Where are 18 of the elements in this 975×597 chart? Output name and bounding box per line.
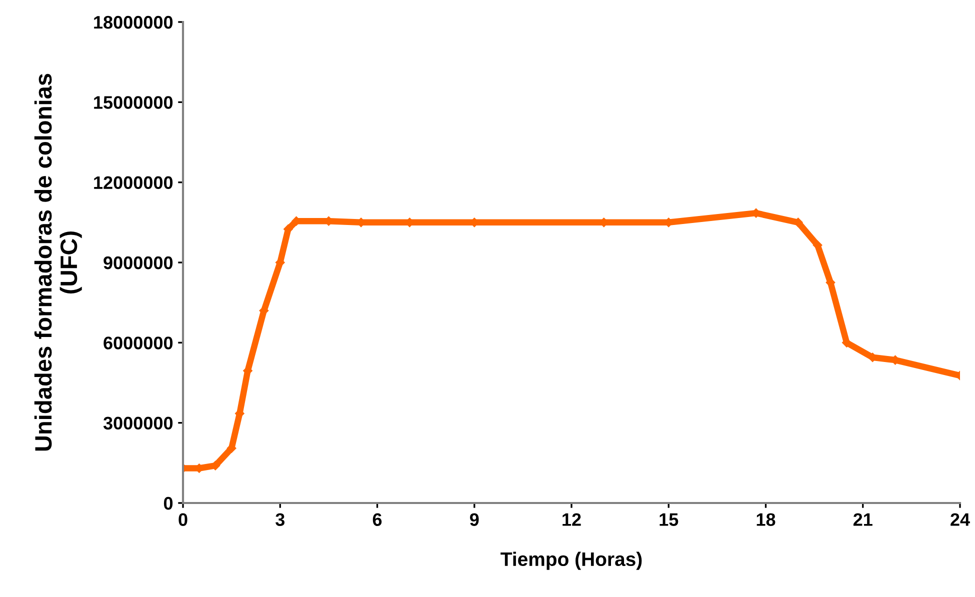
y-tick-label: 0 [164,496,173,510]
x-tick-label: 3 [276,513,284,526]
y-tick-label: 6000000 [104,336,173,350]
x-tick-label: 18 [756,513,776,526]
y-tick-label: 3000000 [103,416,173,430]
y-tick-label: 9000000 [104,256,173,270]
x-tick-label: 9 [470,513,479,526]
y-tick-label: 12000000 [94,176,173,190]
x-tick-label: 24 [950,513,970,526]
x-axis-title: Tiempo (Horas) [500,552,642,570]
x-tick-label: 15 [660,513,678,526]
x-tick-label: 21 [853,513,872,526]
x-tick-label: 12 [562,513,581,526]
y-tick-label: 18000000 [94,16,173,29]
y-axis-title: Unidades formadoras de colonias (UFC) [34,74,82,451]
x-tick-label: 0 [178,513,188,526]
y-tick-label: 15000000 [94,96,173,109]
x-tick-label: 6 [372,513,382,526]
